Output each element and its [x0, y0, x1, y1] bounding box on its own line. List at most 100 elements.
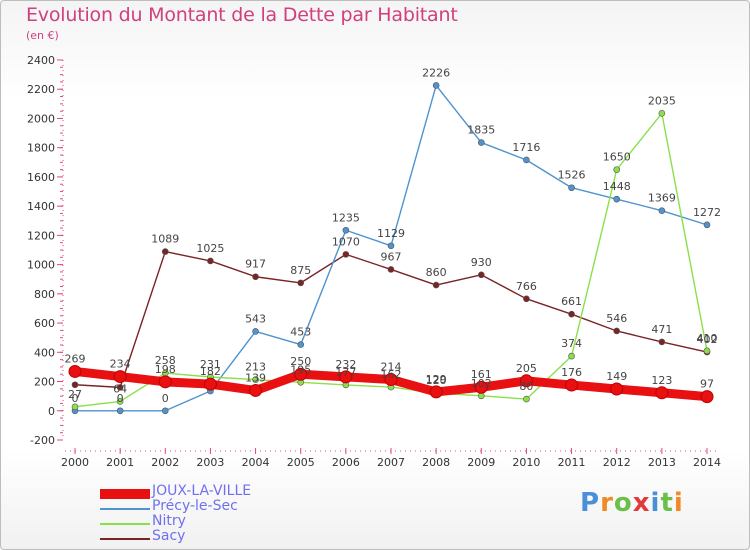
data-label: 198 [155, 363, 176, 376]
x-tick-label: 2009 [467, 456, 495, 469]
proxiti-logo: Proxiti [580, 488, 684, 518]
y-tick-label: 2200 [27, 83, 55, 96]
unit-label: (en €) [26, 29, 59, 42]
x-tick-label: 2013 [648, 456, 676, 469]
data-label: 139 [245, 371, 266, 384]
data-label: 875 [290, 264, 311, 277]
data-label: 129 [426, 373, 447, 386]
data-point [68, 364, 82, 378]
data-point [477, 392, 485, 400]
data-label: 176 [561, 366, 582, 379]
y-tick-label: 400 [34, 346, 55, 359]
data-label: 1526 [558, 169, 586, 182]
y-tick-label: 1000 [27, 259, 55, 272]
data-point [432, 281, 440, 289]
data-point [342, 251, 350, 258]
data-point [568, 184, 575, 192]
data-label: 471 [651, 323, 672, 336]
data-point [387, 242, 395, 250]
legend-label: JOUX-LA-VILLE [152, 483, 252, 499]
y-tick-label: 200 [34, 376, 55, 389]
data-point [658, 338, 666, 346]
data-point [523, 395, 530, 403]
data-label: 177 [335, 366, 356, 379]
data-point [116, 407, 124, 415]
data-label: 205 [516, 362, 537, 375]
data-label: 250 [290, 355, 311, 368]
legend-swatch [100, 508, 150, 510]
legend-swatch [100, 489, 150, 499]
data-point [207, 257, 214, 265]
data-label: 1369 [648, 192, 676, 205]
x-tick-label: 2005 [287, 456, 315, 469]
data-point [297, 341, 305, 348]
y-tick-label: 1600 [27, 171, 55, 184]
data-point [565, 378, 579, 392]
data-point [613, 166, 621, 173]
data-label: 0 [72, 392, 79, 405]
data-label: 1129 [377, 227, 405, 240]
data-label: 1716 [512, 141, 540, 154]
logo-letter: t [660, 488, 674, 518]
data-label: 97 [700, 378, 714, 391]
y-tick-label: 600 [34, 317, 55, 330]
data-label: 214 [381, 360, 402, 373]
data-point [658, 207, 666, 214]
data-point [249, 383, 263, 397]
data-label: 2226 [422, 66, 450, 79]
data-point [161, 407, 169, 415]
data-label: 102 [471, 377, 492, 390]
data-point [523, 295, 530, 303]
data-label: 766 [516, 280, 537, 293]
data-point [613, 327, 621, 335]
data-point [116, 398, 124, 405]
data-label: 1025 [196, 242, 224, 255]
y-tick-label: 800 [34, 288, 55, 301]
data-label: 1835 [467, 124, 495, 137]
data-point [113, 370, 127, 384]
data-point [71, 403, 79, 411]
x-tick-label: 2010 [512, 456, 540, 469]
y-tick-label: 2000 [27, 112, 55, 125]
data-point [658, 110, 666, 117]
chart-title: Evolution du Montant de la Dette par Hab… [26, 4, 458, 26]
data-label: 123 [651, 374, 672, 387]
data-label: 195 [290, 363, 311, 376]
x-tick-label: 2007 [377, 456, 405, 469]
data-label: 234 [110, 358, 131, 371]
data-label: 1272 [693, 206, 721, 219]
data-point [613, 195, 621, 203]
data-point [384, 372, 398, 386]
data-point [252, 328, 259, 335]
x-tick-label: 2014 [693, 456, 721, 469]
data-label: 1070 [332, 235, 360, 248]
data-label: 402 [697, 333, 718, 346]
legend-swatch [100, 523, 150, 525]
y-tick-label: 1200 [27, 229, 55, 242]
x-tick-label: 2002 [151, 456, 179, 469]
data-label: 80 [519, 380, 533, 393]
data-point [158, 375, 172, 389]
x-tick-label: 2008 [422, 456, 450, 469]
logo-letter: i [673, 488, 684, 518]
logo-letter: o [613, 488, 633, 518]
data-point [387, 266, 395, 273]
data-label: 1650 [603, 151, 631, 164]
data-label: 546 [606, 312, 627, 325]
data-label: 231 [200, 358, 221, 371]
logo-letter: i [650, 488, 661, 518]
data-point [519, 374, 533, 388]
data-label: 0 [117, 392, 124, 405]
data-label: 860 [426, 266, 447, 279]
y-tick-label: 1400 [27, 200, 55, 213]
data-label: 213 [245, 361, 266, 374]
data-point [703, 221, 711, 229]
data-label: 930 [471, 256, 492, 269]
data-point [474, 380, 488, 394]
data-point [655, 386, 669, 400]
y-tick-label: -200 [30, 434, 55, 447]
y-tick-label: 1800 [27, 142, 55, 155]
legend-label: Nitry [152, 513, 186, 529]
data-point [203, 377, 217, 391]
